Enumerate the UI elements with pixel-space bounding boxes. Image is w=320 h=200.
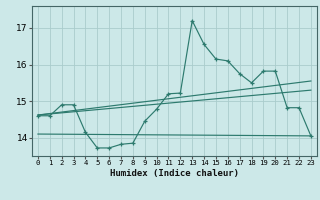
X-axis label: Humidex (Indice chaleur): Humidex (Indice chaleur)	[110, 169, 239, 178]
